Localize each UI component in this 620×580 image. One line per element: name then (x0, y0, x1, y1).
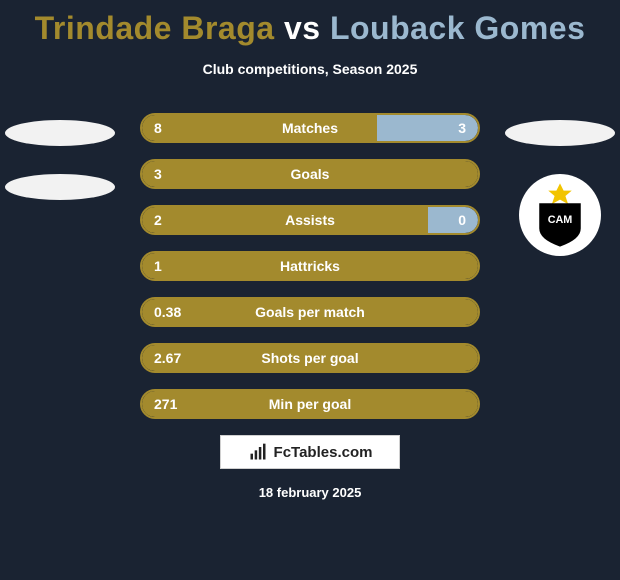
stat-label: Assists (142, 212, 478, 228)
stat-row: 3Goals (140, 159, 480, 189)
brand-text: FcTables.com (274, 444, 373, 461)
vs-text: vs (284, 10, 321, 46)
player2-flag-placeholder (505, 120, 615, 146)
stat-row: 8Matches3 (140, 113, 480, 143)
stat-value-right: 0 (458, 212, 466, 228)
stat-row: 271Min per goal (140, 389, 480, 419)
stat-label: Hattricks (142, 258, 478, 274)
stat-label: Shots per goal (142, 350, 478, 366)
player1-flag-placeholder (5, 120, 115, 146)
chart-icon (248, 442, 268, 462)
right-badge-column: CAM (500, 120, 620, 256)
stat-row: 2.67Shots per goal (140, 343, 480, 373)
player2-club-badge: CAM (519, 174, 601, 256)
player1-club-placeholder (5, 174, 115, 200)
brand-logo: FcTables.com (220, 435, 400, 469)
stat-row: 2Assists0 (140, 205, 480, 235)
star-icon (548, 183, 571, 204)
comparison-title: Trindade Braga vs Louback Gomes (0, 0, 620, 47)
stat-label: Goals per match (142, 304, 478, 320)
stat-value-right: 3 (458, 120, 466, 136)
footer-date: 18 february 2025 (0, 485, 620, 500)
stat-label: Min per goal (142, 396, 478, 412)
stat-label: Goals (142, 166, 478, 182)
stat-label: Matches (142, 120, 478, 136)
club-badge-text: CAM (548, 214, 573, 226)
subtitle: Club competitions, Season 2025 (0, 61, 620, 77)
player2-name: Louback Gomes (330, 10, 585, 46)
stat-row: 0.38Goals per match (140, 297, 480, 327)
player1-name: Trindade Braga (35, 10, 275, 46)
stats-list: 8Matches33Goals2Assists01Hattricks0.38Go… (140, 113, 480, 419)
stat-row: 1Hattricks (140, 251, 480, 281)
left-badge-column (0, 120, 120, 228)
